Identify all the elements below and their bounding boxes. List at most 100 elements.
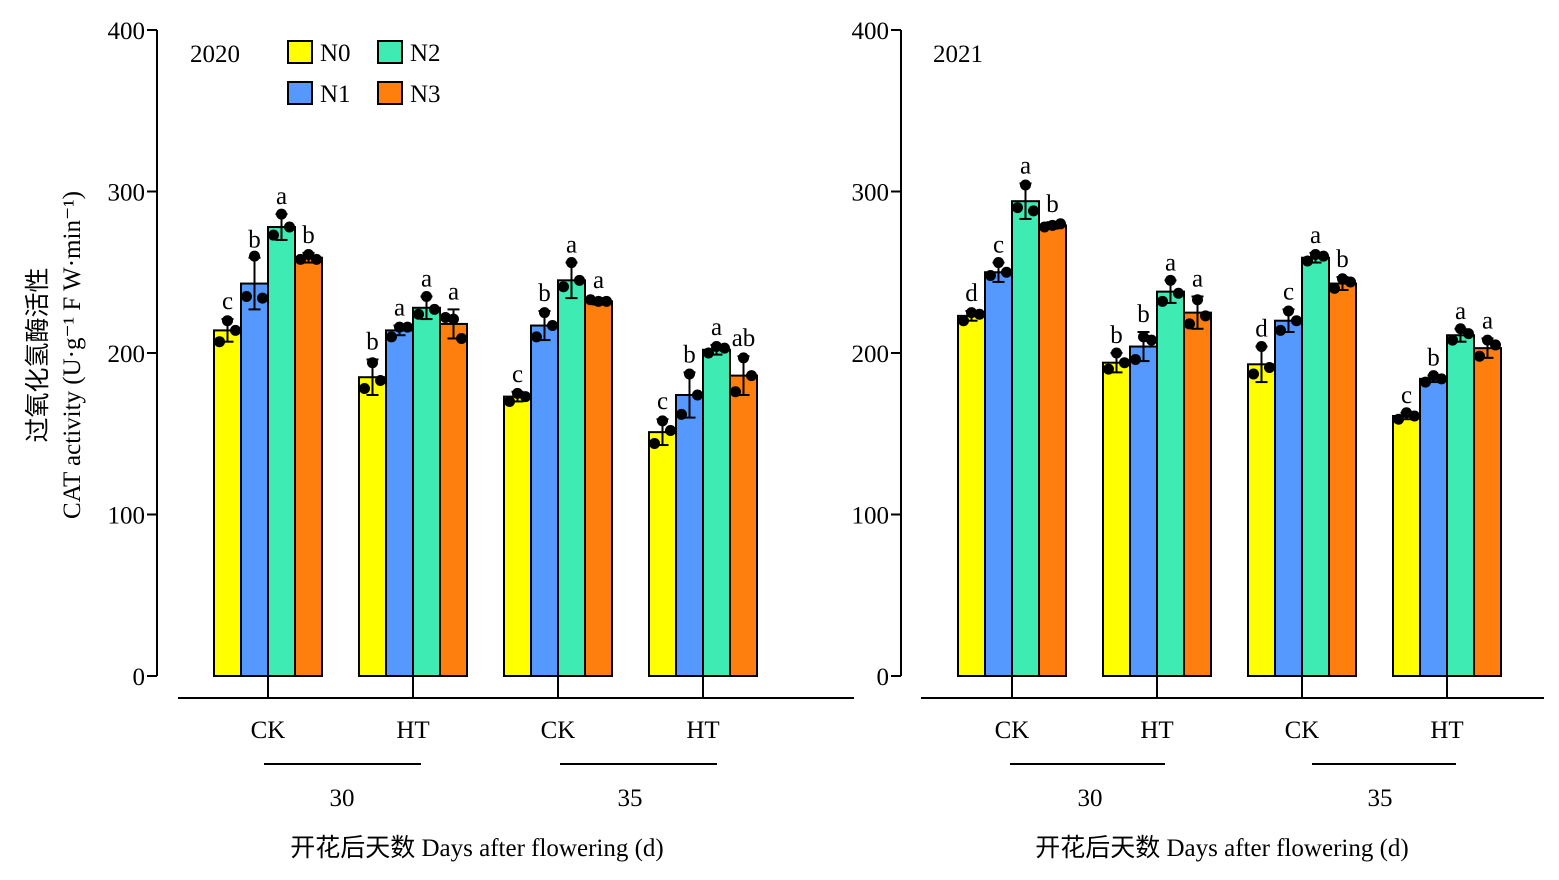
legend-swatch-n0: [287, 40, 313, 64]
data-point: [230, 324, 241, 336]
significance-letter: a: [1310, 222, 1321, 249]
bar-n1: [984, 271, 1013, 677]
y-tick-label: 400: [852, 18, 890, 45]
data-point: [367, 357, 378, 369]
legend-label-n3: N3: [410, 81, 441, 108]
data-point: [1455, 323, 1466, 335]
data-point: [456, 332, 467, 344]
day-group-label: 30: [1078, 785, 1103, 812]
data-point: [730, 386, 741, 398]
data-point: [1157, 295, 1168, 307]
significance-letter: a: [566, 232, 577, 259]
category-label: HT: [396, 717, 429, 744]
bar-n1: [530, 324, 559, 677]
bar-n1: [240, 282, 269, 677]
significance-letter: b: [248, 227, 261, 254]
bar-n1: [1419, 377, 1448, 677]
significance-letter: a: [276, 183, 287, 210]
bar-n1: [675, 393, 704, 677]
data-point: [1001, 266, 1012, 278]
significance-letter: c: [657, 388, 668, 415]
legend-swatch-n1: [287, 81, 313, 105]
y-axis-label-en: CAT activity (U·g⁻¹ F W·min⁻¹): [59, 191, 86, 519]
data-point: [311, 253, 322, 265]
significance-letter: a: [1165, 249, 1176, 276]
category-label: HT: [1140, 717, 1173, 744]
data-point: [257, 292, 268, 304]
data-point: [1420, 376, 1431, 388]
data-point: [1482, 334, 1493, 346]
data-point: [222, 315, 233, 327]
data-point: [1039, 221, 1050, 233]
significance-letter: a: [421, 265, 432, 292]
significance-letter: b: [1137, 301, 1150, 328]
day-group-label: 30: [330, 785, 355, 812]
data-point: [375, 374, 386, 386]
legend-label-n0: N0: [320, 40, 351, 67]
data-point: [1264, 362, 1275, 374]
bar-n1: [1129, 345, 1158, 677]
bar-n2: [267, 226, 296, 677]
data-point: [1200, 310, 1211, 322]
category-label: CK: [1285, 717, 1320, 744]
significance-letter: b: [1046, 191, 1059, 218]
data-point: [303, 248, 314, 260]
bar-n0: [648, 431, 677, 678]
significance-letter: b: [1427, 345, 1440, 372]
bar-n0: [1247, 363, 1276, 677]
data-point: [692, 389, 703, 401]
data-point: [574, 274, 585, 286]
data-point: [1119, 357, 1130, 369]
legend: N0 N1 N2 N3: [287, 40, 441, 108]
category-label: CK: [251, 717, 286, 744]
data-point: [1020, 179, 1031, 191]
significance-letter: a: [1455, 298, 1466, 325]
data-point: [1436, 373, 1447, 385]
significance-letter: c: [1401, 382, 1412, 409]
significance-letter: b: [683, 341, 696, 368]
data-point: [1256, 341, 1267, 353]
bar-n0: [503, 395, 532, 677]
data-point: [394, 321, 405, 333]
bar-n3: [1473, 347, 1502, 677]
significance-letter: b: [302, 222, 315, 249]
panel-title: 2021: [933, 41, 983, 68]
data-point: [249, 250, 260, 262]
data-point: [276, 208, 287, 220]
data-point: [402, 321, 413, 333]
data-point: [1165, 274, 1176, 286]
significance-letter: a: [1192, 265, 1203, 292]
x-axis-label: 开花后天数 Days after flowering (d): [1035, 834, 1409, 862]
significance-letter: a: [394, 295, 405, 322]
data-point: [1028, 205, 1039, 217]
category-label: CK: [995, 717, 1030, 744]
bar-n2: [412, 306, 441, 677]
bar-n3: [584, 300, 613, 677]
data-point: [566, 257, 577, 269]
chart-panel-2021: 01002003004002021CKdcabHTbbaaCKdcabHTcba…: [852, 18, 1544, 862]
data-point: [738, 352, 749, 364]
data-point: [531, 331, 542, 343]
significance-letter: c: [1283, 278, 1294, 305]
data-point: [1130, 353, 1141, 365]
data-point: [1490, 339, 1501, 351]
data-point: [1345, 276, 1356, 288]
data-point: [719, 342, 730, 354]
bar-n2: [1301, 256, 1330, 677]
y-tick-label: 100: [108, 503, 146, 530]
y-tick-label: 100: [852, 503, 890, 530]
significance-letter: d: [1255, 316, 1268, 343]
data-point: [359, 383, 370, 395]
data-point: [268, 229, 279, 241]
significance-letter: b: [1336, 246, 1349, 273]
bar-n3: [294, 256, 323, 677]
bar-n2: [1011, 200, 1040, 677]
data-point: [746, 370, 757, 382]
legend-swatch-n2: [377, 40, 403, 64]
x-axis-label: 开花后天数 Days after flowering (d): [290, 834, 664, 862]
data-point: [1275, 324, 1286, 336]
data-point: [520, 391, 531, 403]
data-point: [440, 311, 451, 323]
data-point: [1055, 218, 1066, 230]
